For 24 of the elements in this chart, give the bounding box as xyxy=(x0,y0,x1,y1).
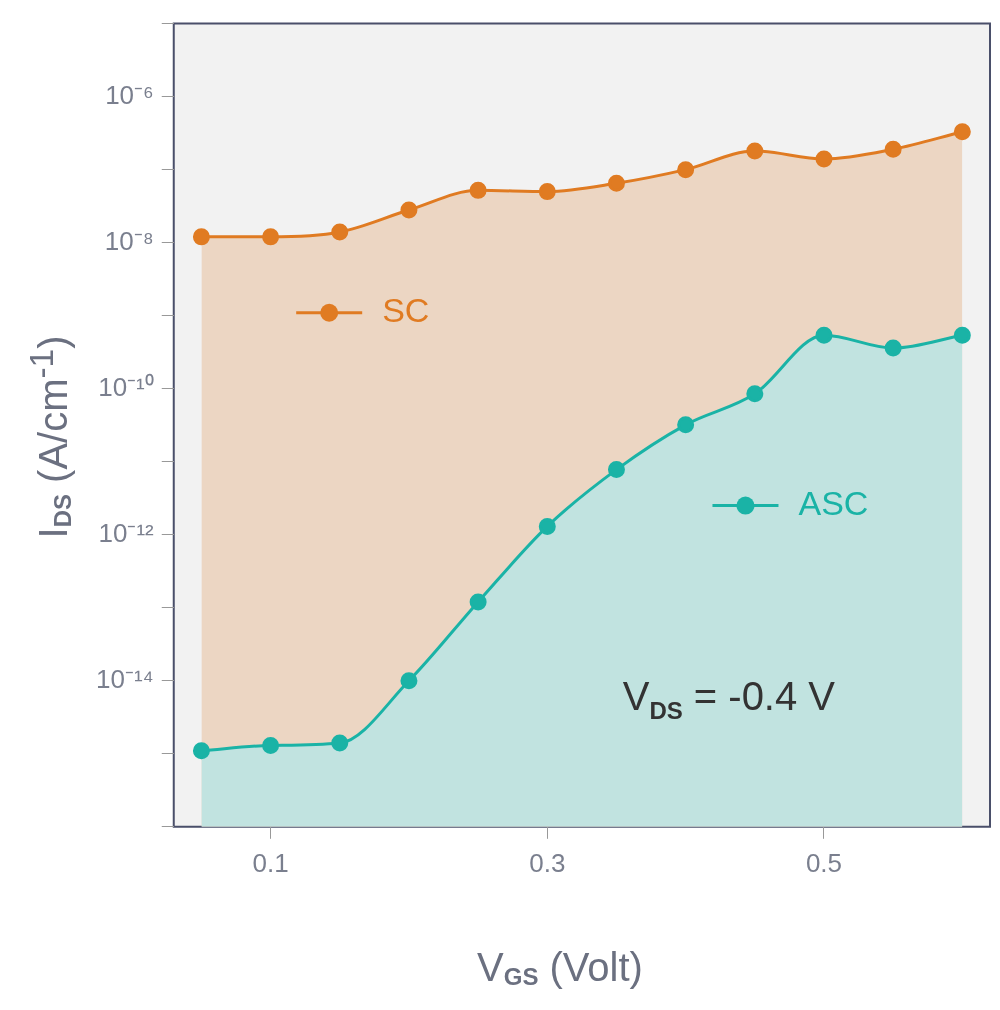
point xyxy=(607,461,625,479)
y-tick-label: 10⁻⁸ xyxy=(104,225,154,256)
x-tick-label: 0.3 xyxy=(529,847,566,878)
point xyxy=(677,416,695,434)
y-tick-label: 10⁻¹² xyxy=(98,517,155,548)
y-tick-label: 10⁻¹⁰ xyxy=(98,371,154,402)
point xyxy=(192,742,210,760)
point xyxy=(884,339,902,357)
y-tick-label: 10⁻¹⁴ xyxy=(96,663,154,694)
point xyxy=(746,385,764,403)
x-tick-label: 0.1 xyxy=(252,847,289,878)
point xyxy=(953,326,971,344)
x-axis-title: V$_{GS}$ (Volt) xyxy=(476,945,644,991)
x-tick-label: 0.5 xyxy=(805,847,843,878)
point xyxy=(538,517,556,535)
point xyxy=(815,326,833,344)
y-tick-label: 10⁻⁶ xyxy=(105,79,154,110)
point xyxy=(469,593,487,611)
point xyxy=(400,672,418,690)
legend-label: ASC xyxy=(798,483,869,522)
legend-label: SC xyxy=(382,291,430,330)
point xyxy=(262,736,280,754)
annotation: V$_{DS}$ = -0.4 V xyxy=(622,674,836,726)
point xyxy=(331,734,349,752)
